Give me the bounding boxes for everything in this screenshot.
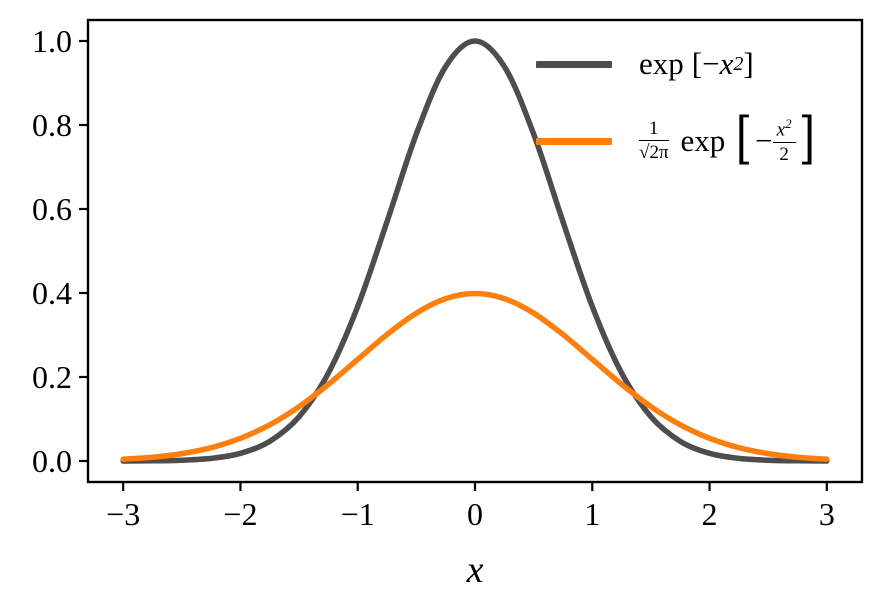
fraction-x2-over-2: x2 2 [772, 116, 796, 165]
fraction-numerator: x2 [772, 116, 796, 143]
x-tick-label: −2 [223, 496, 257, 532]
fraction-denominator: √2π [639, 140, 669, 164]
fraction-denominator: 2 [779, 143, 789, 165]
fraction-numerator: 1 [639, 118, 669, 142]
x-tick-label: −1 [341, 496, 375, 532]
y-tick-label: 0.8 [32, 107, 72, 143]
superscript-2: 2 [785, 116, 792, 132]
fraction-1-sqrt2pi: 1 √2π [639, 118, 669, 164]
curve-gaussian [120, 290, 830, 462]
y-tick-label: 0.2 [32, 359, 72, 395]
x-tick-label: −3 [106, 496, 140, 532]
y-tick-label: 0.6 [32, 191, 72, 227]
legend-exp-fn: exp [639, 46, 684, 81]
y-tick-label: 0.4 [32, 275, 72, 311]
x-tick-label: 0 [467, 496, 483, 532]
minus-sign: − [755, 122, 773, 158]
legend: exp[− x 2] 1 √2π exp[− x2 2] [536, 36, 817, 186]
left-bracket: [ [691, 46, 703, 81]
legend-swatch-exp [536, 60, 612, 68]
x-tick-label: 1 [584, 496, 600, 532]
right-bracket: ] [743, 46, 754, 81]
variable-x: x [719, 46, 734, 81]
legend-gauss-fn: exp [680, 122, 726, 158]
y-tick-label: 1.0 [32, 23, 72, 59]
legend-label-exp: exp[− x 2] [639, 46, 754, 81]
x-tick-label: 3 [819, 496, 835, 532]
variable-x: x [776, 119, 786, 141]
x-axis-label: x [466, 549, 484, 591]
radicand: 2π [649, 140, 669, 164]
legend-entry-gaussian: 1 √2π exp[− x2 2] [536, 96, 817, 186]
x-tick-label: 2 [702, 496, 718, 532]
legend-entry-exp: exp[− x 2] [536, 36, 817, 92]
minus-sign: − [702, 46, 720, 81]
legend-swatch-gaussian [536, 137, 612, 145]
curve-exp-x2 [120, 38, 830, 464]
legend-label-gaussian: 1 √2π exp[− x2 2] [639, 105, 815, 171]
y-tick-label: 0.0 [32, 443, 72, 479]
sqrt-icon: √ [639, 142, 650, 164]
